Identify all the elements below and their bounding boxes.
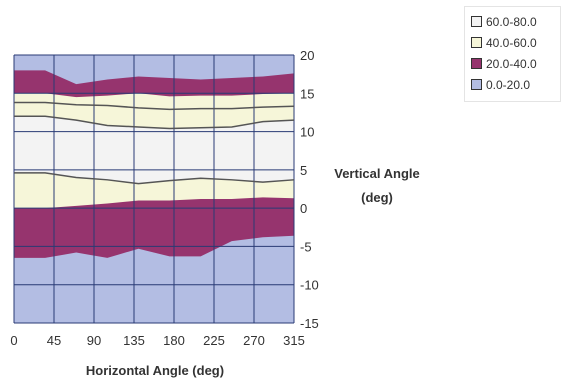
x-tick-label: 45: [47, 333, 61, 348]
plot-fill: [14, 55, 294, 323]
legend-swatch-60-80: [471, 16, 482, 27]
y-tick-label: -5: [300, 239, 312, 254]
y-tick-label: -10: [300, 278, 319, 293]
y-tick-label: 0: [300, 201, 307, 216]
y-tick-labels: 20 15 10 5 0 -5 -10 -15: [300, 48, 319, 331]
grid-lines: [13, 54, 295, 324]
y-tick-label: -15: [300, 316, 319, 331]
legend-swatch-0-20: [471, 79, 482, 90]
y-tick-label: 15: [300, 86, 314, 101]
x-tick-labels: 0 45 90 135 180 225 270 315: [10, 333, 304, 348]
x-tick-label: 270: [243, 333, 265, 348]
x-tick-label: 0: [10, 333, 17, 348]
legend: 60.0-80.0 40.0-60.0 20.0-40.0 0.0-20.0: [464, 6, 561, 102]
y-tick-label: 10: [300, 125, 314, 140]
legend-swatch-20-40: [471, 58, 482, 69]
x-tick-label: 90: [87, 333, 101, 348]
contour-line-inner-top: [14, 115, 295, 130]
region-60-80: [14, 116, 294, 184]
legend-item: 0.0-20.0: [471, 74, 554, 95]
y-tick-label: 5: [300, 163, 307, 178]
y-tick-label: 20: [300, 48, 314, 63]
contour-line-band1-bottom: [14, 101, 295, 111]
x-tick-label: 225: [203, 333, 225, 348]
boundary-lines: [14, 101, 295, 185]
legend-item: 20.0-40.0: [471, 53, 554, 74]
x-axis-title: Horizontal Angle (deg): [86, 363, 224, 378]
legend-label: 20.0-40.0: [486, 56, 537, 71]
legend-label: 40.0-60.0: [486, 35, 537, 50]
x-tick-label: 315: [283, 333, 305, 348]
legend-swatch-40-60: [471, 37, 482, 48]
x-tick-label: 180: [163, 333, 185, 348]
legend-label: 0.0-20.0: [486, 77, 531, 92]
y-axis-title-line-2: (deg): [361, 190, 393, 205]
legend-item: 40.0-60.0: [471, 32, 554, 53]
legend-label: 60.0-80.0: [486, 14, 537, 29]
contour-line-inner-bottom: [14, 172, 295, 185]
y-axis-title-line-1: Vertical Angle: [334, 166, 420, 181]
x-tick-label: 135: [123, 333, 145, 348]
legend-item: 60.0-80.0: [471, 11, 554, 32]
